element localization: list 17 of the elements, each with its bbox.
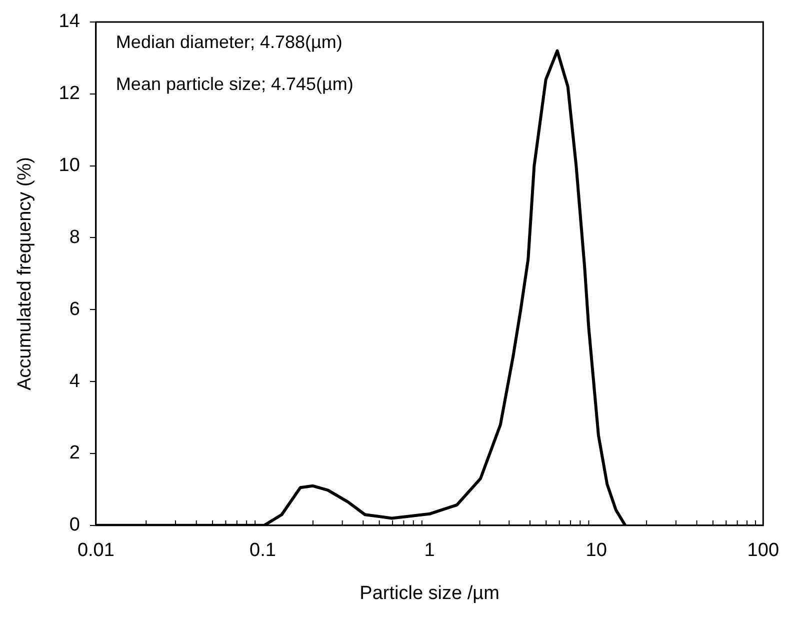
y-tick-label: 14 [58,11,80,32]
x-axis-title: Particle size /µm [360,582,500,604]
x-tick-label: 10 [586,540,607,562]
annotation: Median diameter; 4.788(µm) [116,32,342,52]
x-tick-label: 0.1 [250,540,276,562]
x-tick-label: 1 [424,540,435,562]
y-tick-label: 0 [69,514,80,536]
x-tick-label: 100 [747,540,779,562]
y-tick-label: 10 [58,155,80,176]
y-tick-label: 12 [58,83,80,104]
y-tick-label: 6 [69,298,80,320]
annotation: Mean particle size; 4.745(µm) [116,74,354,94]
y-tick-label: 2 [69,442,80,464]
x-tick-label: 0.01 [77,540,114,562]
y-axis-title: Accumulated frequency (%) [14,157,36,390]
y-tick-label: 4 [69,370,80,392]
y-tick-label: 8 [69,226,80,248]
